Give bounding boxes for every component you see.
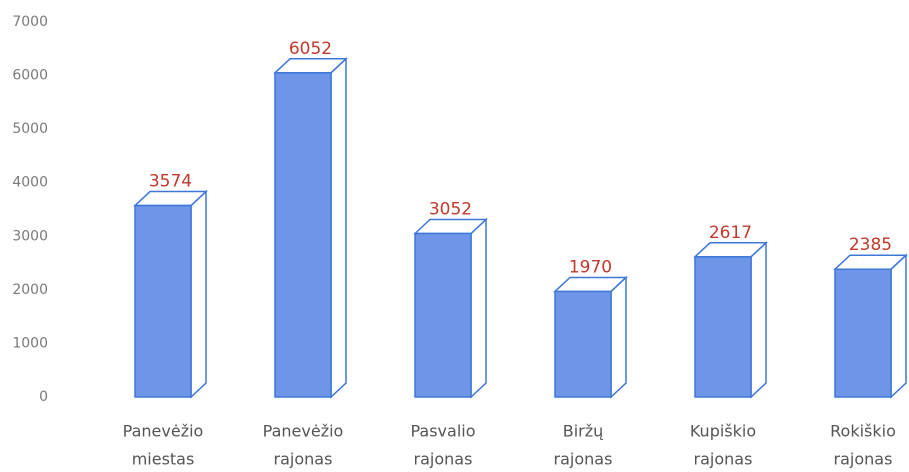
- x-tick-label: rajonas: [274, 450, 333, 469]
- bar-side: [330, 57, 347, 399]
- x-tick-label: Panevėžio: [123, 422, 204, 441]
- x-tick-label: rajonas: [554, 450, 613, 469]
- x-tick-label: miestas: [132, 450, 195, 469]
- y-tick-label: 7000: [12, 14, 48, 30]
- x-tick-label: Rokiškio: [830, 422, 896, 441]
- value-label: 3574: [149, 172, 192, 192]
- y-tick-label: 5000: [12, 121, 48, 137]
- bar: [134, 204, 192, 398]
- bar: [554, 290, 612, 398]
- y-tick-label: 4000: [12, 175, 48, 191]
- bar: [414, 232, 472, 398]
- value-label: 2617: [709, 223, 752, 243]
- y-tick-label: 6000: [12, 68, 48, 84]
- value-label: 1970: [569, 257, 612, 277]
- value-label: 2385: [849, 235, 892, 255]
- bar-side: [890, 253, 907, 399]
- y-tick-label: 1000: [12, 335, 48, 351]
- x-tick-label: Pasvalio: [410, 422, 475, 441]
- x-tick-label: Biržų: [563, 422, 604, 441]
- bar-side: [190, 189, 207, 399]
- x-tick-label: rajonas: [414, 450, 473, 469]
- bar: [834, 268, 892, 398]
- value-label: 6052: [289, 39, 332, 59]
- bar-side: [470, 217, 487, 399]
- y-tick-label: 0: [39, 389, 48, 405]
- bar-side: [610, 275, 627, 399]
- value-label: 3052: [429, 200, 472, 220]
- bar-side: [750, 241, 767, 399]
- x-tick-label: rajonas: [834, 450, 893, 469]
- x-tick-label: Panevėžio: [263, 422, 344, 441]
- y-tick-label: 3000: [12, 228, 48, 244]
- y-tick-label: 2000: [12, 282, 48, 298]
- x-tick-label: rajonas: [694, 450, 753, 469]
- x-tick-label: Kupiškio: [690, 422, 756, 441]
- bar: [274, 72, 332, 398]
- bar: [694, 256, 752, 398]
